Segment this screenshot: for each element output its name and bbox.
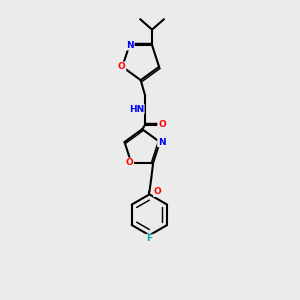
Text: O: O xyxy=(118,62,125,71)
Text: N: N xyxy=(126,41,134,50)
Text: N: N xyxy=(158,137,166,146)
Text: HN: HN xyxy=(129,105,144,114)
Text: O: O xyxy=(125,158,133,167)
Text: F: F xyxy=(146,235,152,244)
Text: O: O xyxy=(158,120,166,129)
Text: O: O xyxy=(154,187,161,196)
